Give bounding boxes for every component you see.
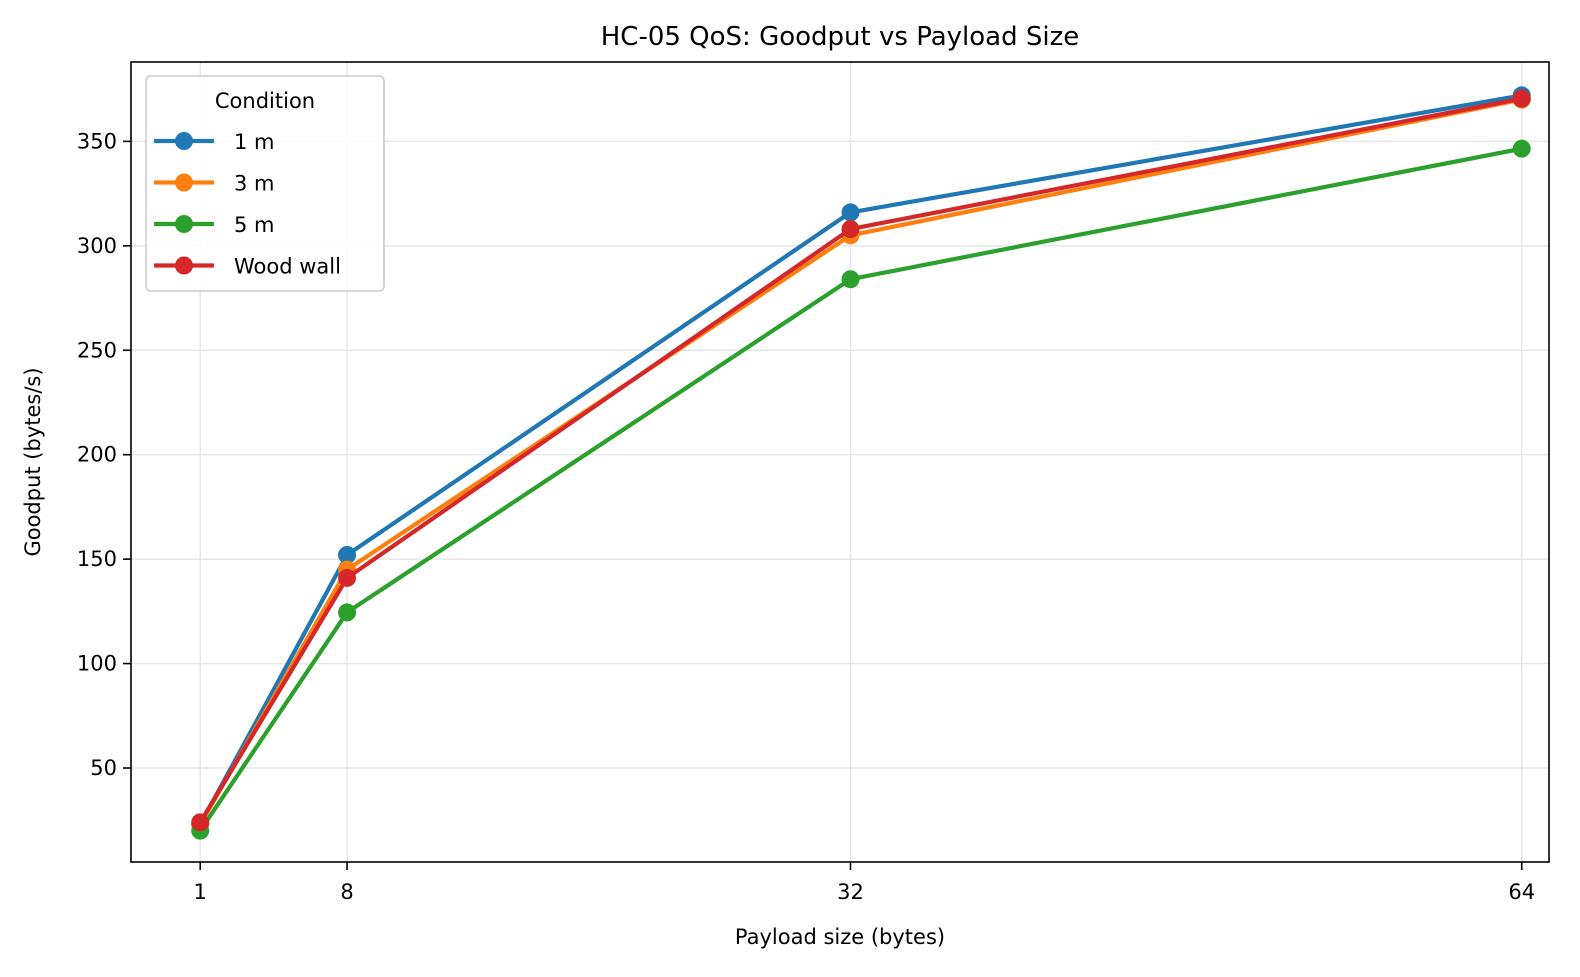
plot-frame: [130, 61, 1550, 863]
legend-box: [145, 75, 385, 292]
data-point: [338, 603, 357, 622]
y-tick-label: 250: [77, 338, 117, 362]
x-axis-label: Payload size (bytes): [735, 925, 945, 949]
x-axis-ticks: 1 8 32 64: [194, 862, 1535, 904]
y-axis-label: Goodput (bytes/s): [21, 367, 45, 556]
y-tick-label: 150: [77, 547, 117, 571]
y-tick-label: 350: [77, 129, 117, 153]
data-point: [1512, 89, 1531, 108]
series-3-m: [191, 90, 1531, 834]
y-tick-label: 50: [90, 756, 117, 780]
legend-label: Wood wall: [234, 255, 341, 279]
legend-marker-icon: [175, 173, 193, 192]
legend-item: Wood wall: [154, 255, 341, 279]
legend: Condition 1 m 3 m 5 m Wood wall: [145, 75, 385, 292]
legend-marker-icon: [175, 132, 193, 150]
legend-label: 5 m: [234, 213, 275, 237]
data-point: [841, 270, 860, 289]
data-point: [191, 813, 210, 832]
legend-item: 1 m: [154, 130, 275, 154]
series-5-m: [191, 139, 1531, 840]
x-tick-label: 64: [1508, 880, 1535, 904]
x-tick-label: 32: [837, 880, 864, 904]
legend-marker-icon: [175, 215, 193, 233]
y-tick-label: 100: [77, 652, 117, 676]
legend-marker-icon: [175, 256, 193, 275]
data-point: [841, 203, 860, 222]
series-wood-wall: [191, 89, 1531, 832]
legend-title: Condition: [215, 89, 315, 113]
series-1-m: [191, 86, 1531, 834]
x-tick-label: 8: [340, 880, 353, 904]
legend-label: 3 m: [234, 172, 275, 196]
y-axis-ticks: 50 100 150 200 250 300 350: [77, 129, 131, 780]
x-tick-label: 1: [194, 880, 207, 904]
data-point: [338, 568, 357, 587]
legend-item: 3 m: [154, 172, 275, 196]
y-tick-label: 200: [77, 443, 117, 467]
series-lines: [191, 86, 1531, 840]
data-point: [338, 545, 357, 564]
y-tick-label: 300: [77, 234, 117, 258]
data-point: [1512, 139, 1531, 158]
legend-item: 5 m: [154, 213, 275, 237]
legend-label: 1 m: [234, 130, 275, 154]
data-point: [841, 220, 860, 239]
chart-title: HC-05 QoS: Goodput vs Payload Size: [601, 22, 1079, 52]
